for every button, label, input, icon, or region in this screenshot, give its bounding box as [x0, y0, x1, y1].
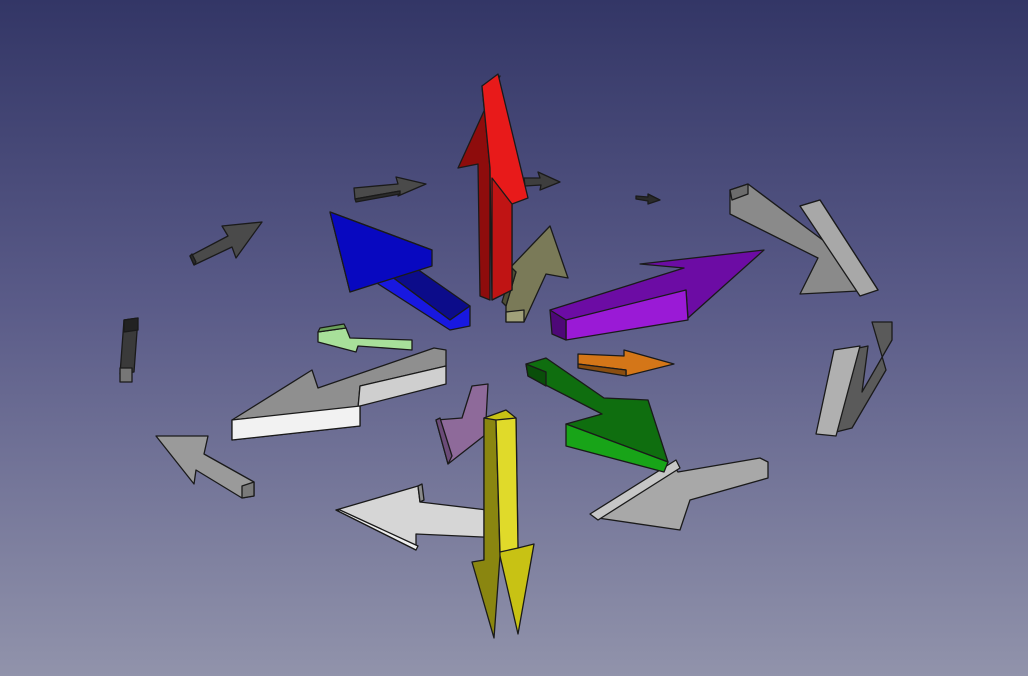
gray-arrow-right-top[interactable]	[729, 183, 879, 297]
light-green-arrow[interactable]	[317, 323, 413, 353]
green-arrow[interactable]	[525, 357, 669, 473]
white-arrow-left[interactable]	[231, 347, 447, 441]
gray-arrow-right-down[interactable]	[815, 321, 893, 437]
small-dark-arrow-3[interactable]	[189, 221, 263, 266]
blue-arrow[interactable]	[329, 211, 471, 331]
tiny-dark-arrow[interactable]	[635, 193, 661, 205]
gray-arrow-left-bottom[interactable]	[155, 435, 255, 499]
yellow-arrow[interactable]	[471, 409, 535, 639]
white-arrow-bottom[interactable]	[335, 483, 505, 551]
purple-arrow[interactable]	[549, 249, 765, 341]
orange-arrow[interactable]	[577, 349, 675, 377]
small-dark-arrow-1[interactable]	[353, 176, 427, 203]
red-arrow[interactable]	[457, 73, 529, 301]
small-dark-bar[interactable]	[119, 317, 139, 383]
small-dark-arrow-2[interactable]	[523, 171, 561, 191]
mauve-arrow[interactable]	[435, 383, 495, 465]
gray-arrow-bottom-right[interactable]	[589, 457, 769, 531]
